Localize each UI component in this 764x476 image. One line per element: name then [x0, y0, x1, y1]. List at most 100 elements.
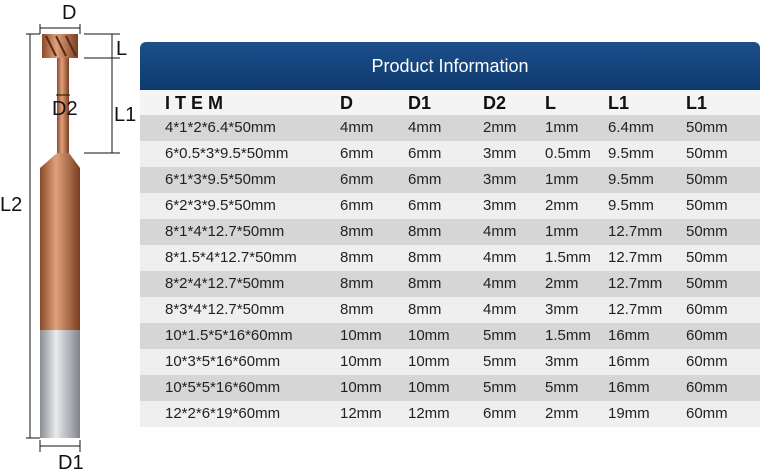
cutter-neck: [57, 58, 69, 153]
table-cell: 1mm: [545, 119, 579, 136]
table-header-row: I T E M D D1 D2 L L1 L1: [140, 90, 760, 115]
table-cell: 8*3*4*12.7*50mm: [165, 301, 285, 318]
table-cell: 3mm: [483, 145, 517, 162]
table-row: 6*1*3*9.5*50mm 6mm 6mm 3mm 1mm 9.5mm 50mm: [140, 167, 760, 193]
table-cell: 6mm: [340, 145, 374, 162]
table-cell: 6mm: [340, 197, 374, 214]
label-L1: L1: [114, 104, 137, 126]
table-cell: 1.5mm: [545, 327, 591, 344]
spec-table: I T E M D D1 D2 L L1 L1 4*1*2*6.4*50mm 4mm 4mm 2mm…: [140, 90, 760, 427]
table-cell: 8mm: [340, 275, 374, 292]
table-cell: 10*1.5*5*16*60mm: [165, 327, 293, 344]
table-row: 8*2*4*12.7*50mm 8mm 8mm 4mm 2mm 12.7mm 50mm: [140, 271, 760, 297]
table-cell: 2mm: [483, 119, 517, 136]
table-cell: 16mm: [608, 379, 650, 396]
table-cell: 10mm: [340, 379, 382, 396]
table-cell: 8*1.5*4*12.7*50mm: [165, 249, 297, 266]
label-L: L: [116, 38, 128, 60]
label-L2: L2: [0, 194, 23, 216]
table-cell: 16mm: [608, 353, 650, 370]
table-cell: 3mm: [483, 171, 517, 188]
table-cell: 4mm: [483, 301, 517, 318]
table-row: 12*2*6*19*60mm 12mm 12mm 6mm 2mm 19mm 60mm: [140, 401, 760, 427]
table-cell: 10mm: [340, 353, 382, 370]
table-cell: 10mm: [340, 327, 382, 344]
table-cell: 60mm: [686, 405, 728, 422]
table-cell: 50mm: [686, 275, 728, 292]
table-cell: 2mm: [545, 275, 579, 292]
table-cell: 8mm: [340, 249, 374, 266]
table-cell: 4mm: [483, 249, 517, 266]
table-row: 4*1*2*6.4*50mm 4mm 4mm 2mm 1mm 6.4mm 50mm: [140, 115, 760, 141]
table-row: 10*3*5*16*60mm 10mm 10mm 5mm 3mm 16mm 60mm: [140, 349, 760, 375]
table-cell: 5mm: [483, 379, 517, 396]
table-cell: 5mm: [483, 353, 517, 370]
table-cell: 60mm: [686, 301, 728, 318]
table-cell: 4mm: [340, 119, 374, 136]
column-header: D2: [483, 93, 507, 113]
table-row: 10*1.5*5*16*60mm 10mm 10mm 5mm 1.5mm 16mm 60mm: [140, 323, 760, 349]
table-title: Product Information: [140, 42, 760, 90]
table-cell: 12.7mm: [608, 249, 663, 266]
table-cell: 5mm: [545, 379, 579, 396]
table-cell: 4mm: [483, 223, 517, 240]
table-row: 10*5*5*16*60mm 10mm 10mm 5mm 5mm 16mm 60mm: [140, 375, 760, 401]
table-cell: 12.7mm: [608, 301, 663, 318]
table-cell: 8mm: [408, 275, 442, 292]
label-D2: D2: [52, 98, 78, 120]
table-cell: 8mm: [340, 223, 374, 240]
table-cell: 1.5mm: [545, 249, 591, 266]
table-cell: 8*2*4*12.7*50mm: [165, 275, 285, 292]
table-cell: 16mm: [608, 327, 650, 344]
column-header: L1: [686, 93, 708, 113]
table-cell: 6*1*3*9.5*50mm: [165, 171, 276, 188]
table-row: 8*3*4*12.7*50mm 8mm 8mm 4mm 3mm 12.7mm 60mm: [140, 297, 760, 323]
table-cell: 3mm: [545, 301, 579, 318]
table-cell: 50mm: [686, 145, 728, 162]
table-cell: 8mm: [408, 301, 442, 318]
table-cell: 1mm: [545, 223, 579, 240]
column-header: D: [340, 93, 353, 113]
column-header: I T E M: [165, 93, 223, 113]
table-row: 6*0.5*3*9.5*50mm 6mm 6mm 3mm 0.5mm 9.5mm 50mm: [140, 141, 760, 167]
table-cell: 10*5*5*16*60mm: [165, 379, 281, 396]
table-cell: 6mm: [340, 171, 374, 188]
table-cell: 9.5mm: [608, 197, 654, 214]
table-cell: 6mm: [483, 405, 517, 422]
column-header: D1: [408, 93, 432, 113]
table-cell: 1mm: [545, 171, 579, 188]
table-cell: 6mm: [408, 145, 442, 162]
table-cell: 3mm: [545, 353, 579, 370]
column-header: L1: [608, 93, 630, 113]
table-cell: 4mm: [408, 119, 442, 136]
table-row: 8*1.5*4*12.7*50mm 8mm 8mm 4mm 1.5mm 12.7mm 50m…: [140, 245, 760, 271]
table-cell: 60mm: [686, 353, 728, 370]
t-slot-cutter-diagram: [26, 24, 120, 452]
table-cell: 6*0.5*3*9.5*50mm: [165, 145, 289, 162]
table-cell: 6.4mm: [608, 119, 654, 136]
cutter-shank-copper: [40, 153, 80, 330]
table-cell: 10mm: [408, 327, 450, 344]
table-cell: 5mm: [483, 327, 517, 344]
table-cell: 6*2*3*9.5*50mm: [165, 197, 276, 214]
table-cell: 4*1*2*6.4*50mm: [165, 119, 276, 136]
table-cell: 60mm: [686, 327, 728, 344]
table-cell: 2mm: [545, 197, 579, 214]
table-row: 6*2*3*9.5*50mm 6mm 6mm 3mm 2mm 9.5mm 50mm: [140, 193, 760, 219]
table-cell: 12.7mm: [608, 275, 663, 292]
table-cell: 9.5mm: [608, 145, 654, 162]
table-cell: 60mm: [686, 379, 728, 396]
table-cell: 2mm: [545, 405, 579, 422]
cutter-shank-steel: [40, 330, 80, 438]
table-cell: 50mm: [686, 197, 728, 214]
label-D: D: [62, 2, 77, 24]
table-cell: 19mm: [608, 405, 650, 422]
table-cell: 9.5mm: [608, 171, 654, 188]
table-cell: 8mm: [408, 249, 442, 266]
table-cell: 50mm: [686, 119, 728, 136]
table-cell: 0.5mm: [545, 145, 591, 162]
table-cell: 8mm: [340, 301, 374, 318]
table-cell: 8mm: [408, 223, 442, 240]
column-header: L: [545, 93, 556, 113]
table-cell: 3mm: [483, 197, 517, 214]
